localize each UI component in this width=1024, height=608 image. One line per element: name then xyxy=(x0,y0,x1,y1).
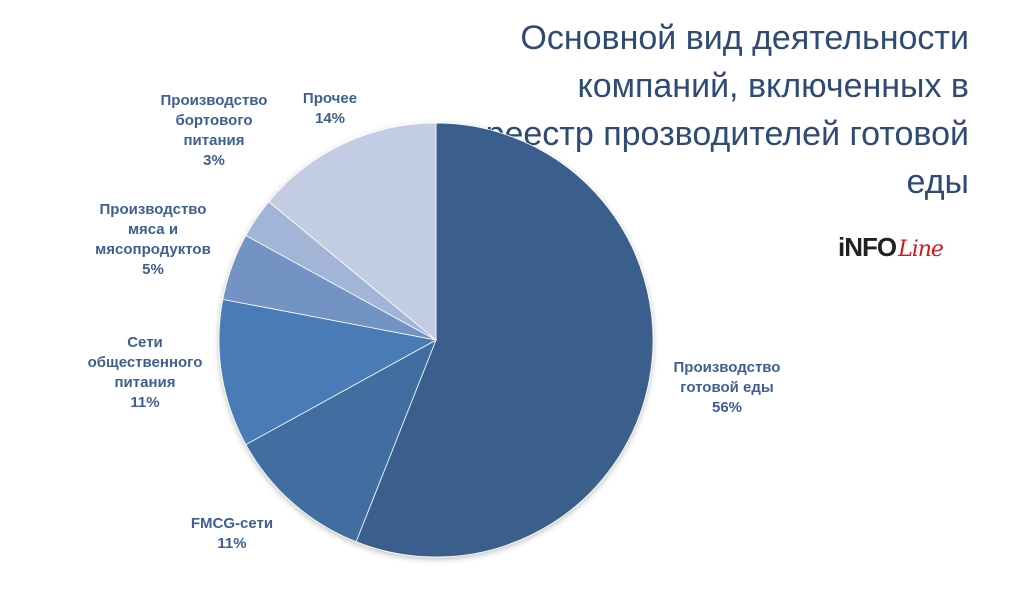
chart-title: Основной вид деятельности компаний, вклю… xyxy=(485,19,969,201)
label-text: FMCG-сети xyxy=(190,515,274,532)
label-value: 5% xyxy=(142,261,164,278)
pie-slice-1 xyxy=(245,339,437,543)
slice-label-2: Сети общественного питания 11% xyxy=(75,333,215,413)
label-text: Производство готовой еды xyxy=(673,359,781,396)
label-text: Производство мяса и мясопродуктов xyxy=(95,201,211,258)
label-value: 11% xyxy=(217,535,247,552)
pie-slice-2 xyxy=(218,298,438,446)
slice-label-1: FMCG-сети 11% xyxy=(191,514,273,554)
label-text: Сети общественного питания xyxy=(87,334,203,391)
slice-label-5: Прочее 14% xyxy=(303,89,357,129)
logo-part2: Line xyxy=(898,237,944,262)
slice-label-4: Производство бортового питания 3% xyxy=(152,91,277,171)
pie-slice-0 xyxy=(355,122,654,558)
infoline-logo: iNFOLine xyxy=(838,232,944,263)
label-value: 14% xyxy=(314,110,346,127)
slice-label-3: Производство мяса и мясопродуктов 5% xyxy=(83,200,223,280)
label-text: Прочее xyxy=(302,90,358,107)
label-text: Производство бортового питания xyxy=(160,92,268,149)
label-value: 3% xyxy=(203,152,225,169)
label-value: 11% xyxy=(130,394,160,411)
pie-slice-5 xyxy=(268,122,437,341)
slice-label-0: Производство готовой еды 56% xyxy=(657,358,797,418)
logo-part1: iNFO xyxy=(838,232,897,262)
label-value: 56% xyxy=(711,399,743,416)
